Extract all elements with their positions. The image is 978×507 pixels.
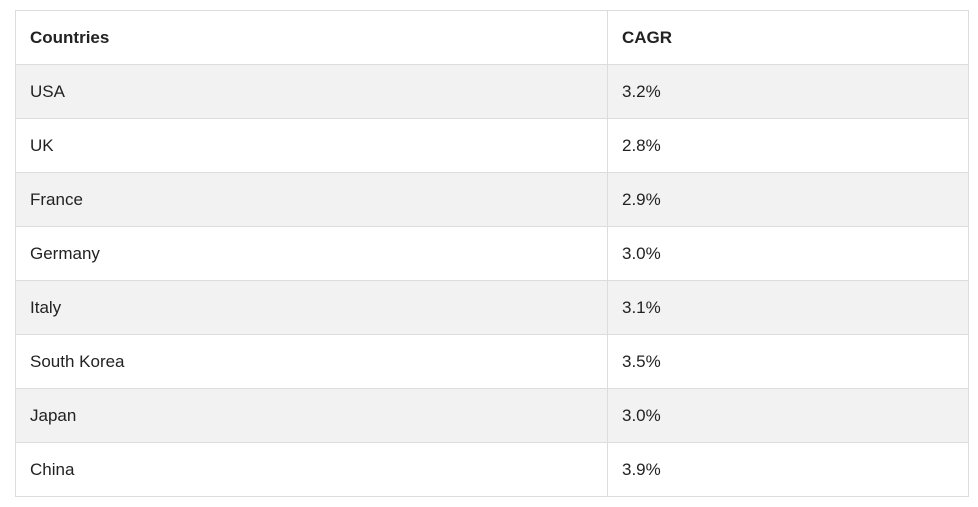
cagr-cell: 2.8% — [607, 118, 969, 173]
table-row: Italy 3.1% — [15, 280, 969, 335]
header-cell: CAGR — [607, 10, 969, 65]
cagr-cell: 3.2% — [607, 64, 969, 119]
table-head: Countries CAGR — [15, 10, 969, 65]
table-row: France 2.9% — [15, 172, 969, 227]
country-cell: South Korea — [15, 334, 608, 389]
cagr-cell: 3.1% — [607, 280, 969, 335]
cagr-cell: 2.9% — [607, 172, 969, 227]
country-cell: USA — [15, 64, 608, 119]
data-table: Countries CAGR USA 3.2% UK 2.8% France 2.9% Ge… — [15, 10, 969, 497]
country-cell: China — [15, 442, 608, 497]
country-cell: Japan — [15, 388, 608, 443]
country-cell: UK — [15, 118, 608, 173]
table-row: USA 3.2% — [15, 64, 969, 119]
table-row: UK 2.8% — [15, 118, 969, 173]
table-row: China 3.9% — [15, 442, 969, 497]
table-row: Japan 3.0% — [15, 388, 969, 443]
cagr-cell: 3.0% — [607, 388, 969, 443]
cagr-cell: 3.5% — [607, 334, 969, 389]
cagr-cell: 3.9% — [607, 442, 969, 497]
header-cell: Countries — [15, 10, 608, 65]
cagr-cell: 3.0% — [607, 226, 969, 281]
header-row: Countries CAGR — [15, 10, 969, 65]
table-row: Germany 3.0% — [15, 226, 969, 281]
table-row: South Korea 3.5% — [15, 334, 969, 389]
country-cell: France — [15, 172, 608, 227]
table-body: USA 3.2% UK 2.8% France 2.9% Germany 3.0% Italy 3… — [15, 64, 969, 497]
country-cell: Germany — [15, 226, 608, 281]
country-cell: Italy — [15, 280, 608, 335]
